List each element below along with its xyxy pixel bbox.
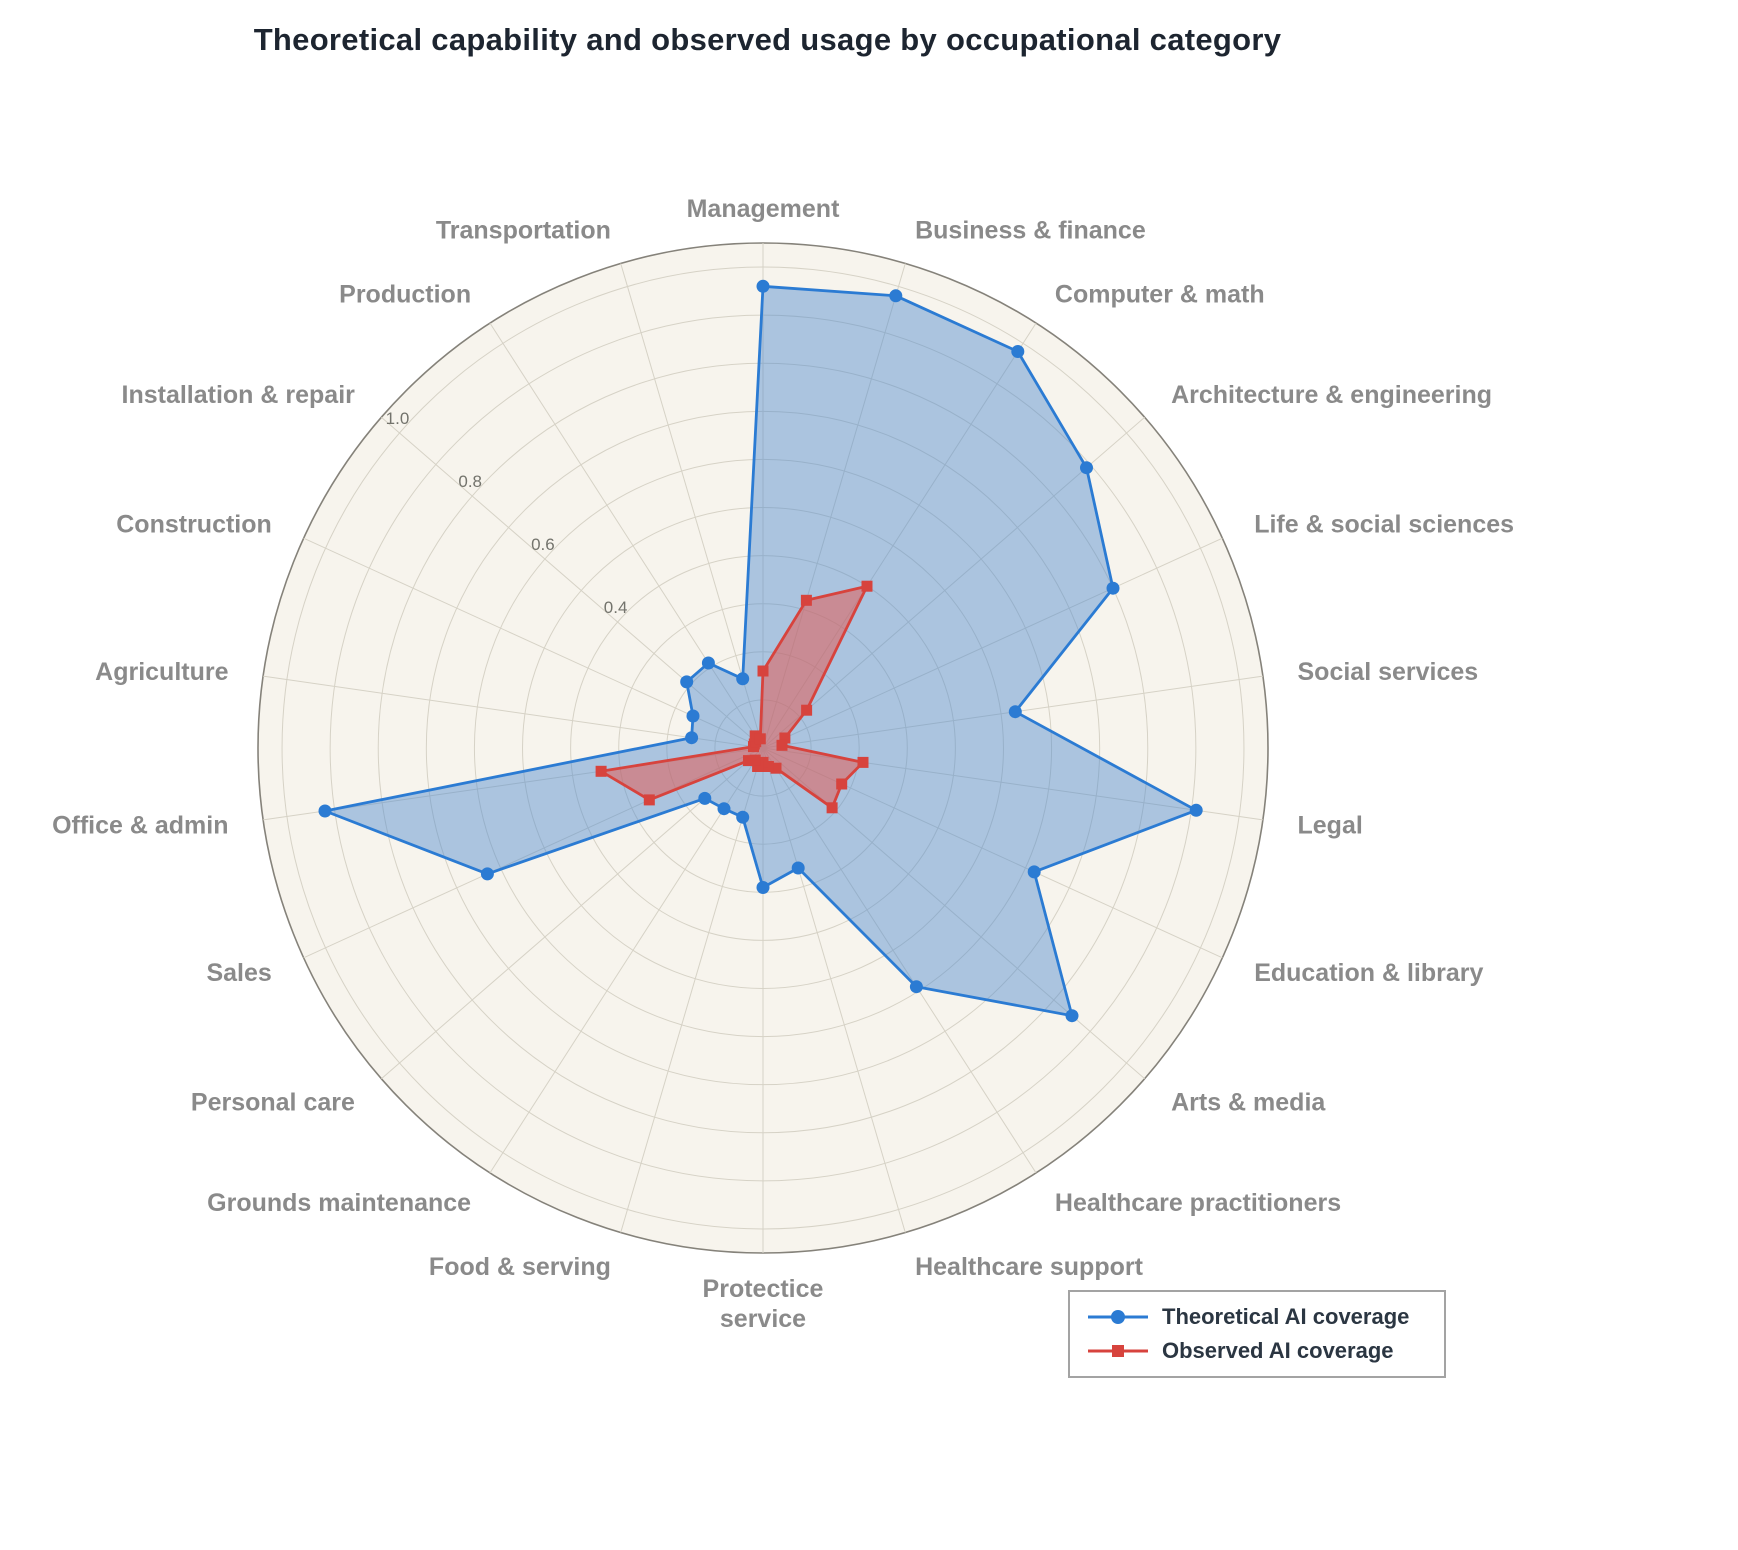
- legend-line-square-icon: [1088, 1345, 1148, 1357]
- radial-tick-label: 0.6: [531, 535, 555, 554]
- series-marker-theoretical-ai-coverage: [756, 279, 770, 293]
- series-marker-theoretical-ai-coverage: [686, 709, 700, 723]
- series-marker-theoretical-ai-coverage: [480, 867, 494, 881]
- category-label: Sales: [206, 959, 271, 987]
- series-marker-observed-ai-coverage: [643, 794, 655, 806]
- series-marker-observed-ai-coverage: [749, 754, 761, 766]
- series-marker-theoretical-ai-coverage: [1011, 345, 1025, 358]
- series-marker-theoretical-ai-coverage: [318, 804, 332, 818]
- series-marker-theoretical-ai-coverage: [680, 675, 694, 689]
- axis-spoke: [303, 537, 764, 749]
- series-marker-observed-ai-coverage: [800, 594, 812, 606]
- category-label: Healthcare support: [915, 1253, 1144, 1281]
- series-marker-observed-ai-coverage: [801, 704, 813, 716]
- series-marker-observed-ai-coverage: [776, 739, 788, 751]
- category-label: Management: [687, 195, 840, 223]
- category-label: Life & social sciences: [1254, 510, 1514, 538]
- series-marker-observed-ai-coverage: [861, 580, 873, 592]
- series-marker-theoretical-ai-coverage: [701, 656, 715, 670]
- series-marker-observed-ai-coverage: [826, 802, 838, 814]
- category-label: Personal care: [191, 1088, 355, 1116]
- axis-spoke: [489, 747, 764, 1174]
- category-label: Computer & math: [1055, 280, 1265, 308]
- legend-label-observed: Observed AI coverage: [1162, 1338, 1394, 1363]
- series-marker-theoretical-ai-coverage: [756, 881, 770, 894]
- series-marker-theoretical-ai-coverage: [1080, 461, 1093, 475]
- axis-spoke: [762, 537, 1223, 749]
- series-marker-theoretical-ai-coverage: [685, 731, 699, 745]
- series-marker-theoretical-ai-coverage: [736, 672, 750, 686]
- category-label: Social services: [1298, 658, 1479, 686]
- series-marker-observed-ai-coverage: [743, 755, 754, 767]
- series-area-theoretical-ai-coverage: [325, 286, 1197, 1016]
- series-marker-observed-ai-coverage: [857, 756, 869, 768]
- category-label: Healthcare practitioners: [1055, 1189, 1341, 1217]
- category-label: Legal: [1298, 812, 1363, 840]
- series-marker-theoretical-ai-coverage: [1189, 803, 1203, 817]
- axis-spoke: [620, 747, 764, 1233]
- legend-item-observed: Observed AI coverage: [1086, 1338, 1428, 1364]
- axis-spoke: [263, 675, 764, 749]
- category-label: Protectice service: [703, 1275, 824, 1333]
- series-area-observed-ai-coverage: [601, 586, 867, 808]
- series-marker-observed-ai-coverage: [757, 665, 769, 677]
- category-label: Office & admin: [52, 812, 228, 840]
- radial-tick-label: 1.0: [386, 409, 410, 428]
- axis-spoke: [762, 747, 1037, 1174]
- category-label: Production: [339, 280, 471, 308]
- series-marker-theoretical-ai-coverage: [1106, 581, 1120, 595]
- category-label: Education & library: [1254, 959, 1483, 987]
- series-marker-theoretical-ai-coverage: [909, 980, 923, 994]
- category-label: Installation & repair: [122, 381, 356, 409]
- series-marker-observed-ai-coverage: [595, 765, 607, 777]
- series-marker-theoretical-ai-coverage: [736, 810, 750, 824]
- category-label: Construction: [116, 510, 272, 538]
- axis-spoke: [489, 322, 764, 749]
- axis-spoke: [762, 747, 906, 1233]
- category-label: Architecture & engineering: [1171, 381, 1492, 409]
- radial-tick-label: 0.4: [604, 598, 628, 617]
- category-label: Food & serving: [429, 1253, 611, 1281]
- series-marker-theoretical-ai-coverage: [791, 861, 805, 875]
- radial-tick-label: 0.8: [458, 472, 482, 491]
- axis-spoke: [620, 263, 764, 749]
- axis-spoke: [762, 416, 1145, 749]
- chart-legend: Theoretical AI coverage Observed AI cove…: [1068, 1290, 1446, 1378]
- series-marker-observed-ai-coverage: [754, 733, 766, 745]
- series-marker-theoretical-ai-coverage: [717, 802, 731, 816]
- category-label: Grounds maintenance: [207, 1189, 471, 1217]
- legend-item-theoretical: Theoretical AI coverage: [1086, 1304, 1428, 1330]
- chart-title: Theoretical capability and observed usag…: [253, 22, 1282, 57]
- series-marker-theoretical-ai-coverage: [1027, 865, 1041, 879]
- series-marker-theoretical-ai-coverage: [698, 791, 712, 805]
- category-label: Business & finance: [915, 217, 1146, 245]
- legend-line-circle-icon: [1088, 1310, 1148, 1324]
- axis-spoke: [381, 416, 764, 749]
- series-marker-theoretical-ai-coverage: [1008, 705, 1022, 719]
- category-label: Transportation: [436, 217, 611, 245]
- legend-label-theoretical: Theoretical AI coverage: [1162, 1304, 1410, 1329]
- category-label: Arts & media: [1171, 1088, 1326, 1116]
- category-label: Agriculture: [95, 658, 228, 686]
- series-marker-observed-ai-coverage: [836, 778, 848, 790]
- series-marker-theoretical-ai-coverage: [889, 289, 903, 303]
- series-marker-observed-ai-coverage: [770, 762, 782, 774]
- series-marker-observed-ai-coverage: [779, 732, 791, 744]
- series-marker-theoretical-ai-coverage: [1065, 1009, 1079, 1023]
- series-marker-observed-ai-coverage: [752, 761, 764, 772]
- axis-spoke: [381, 747, 764, 1080]
